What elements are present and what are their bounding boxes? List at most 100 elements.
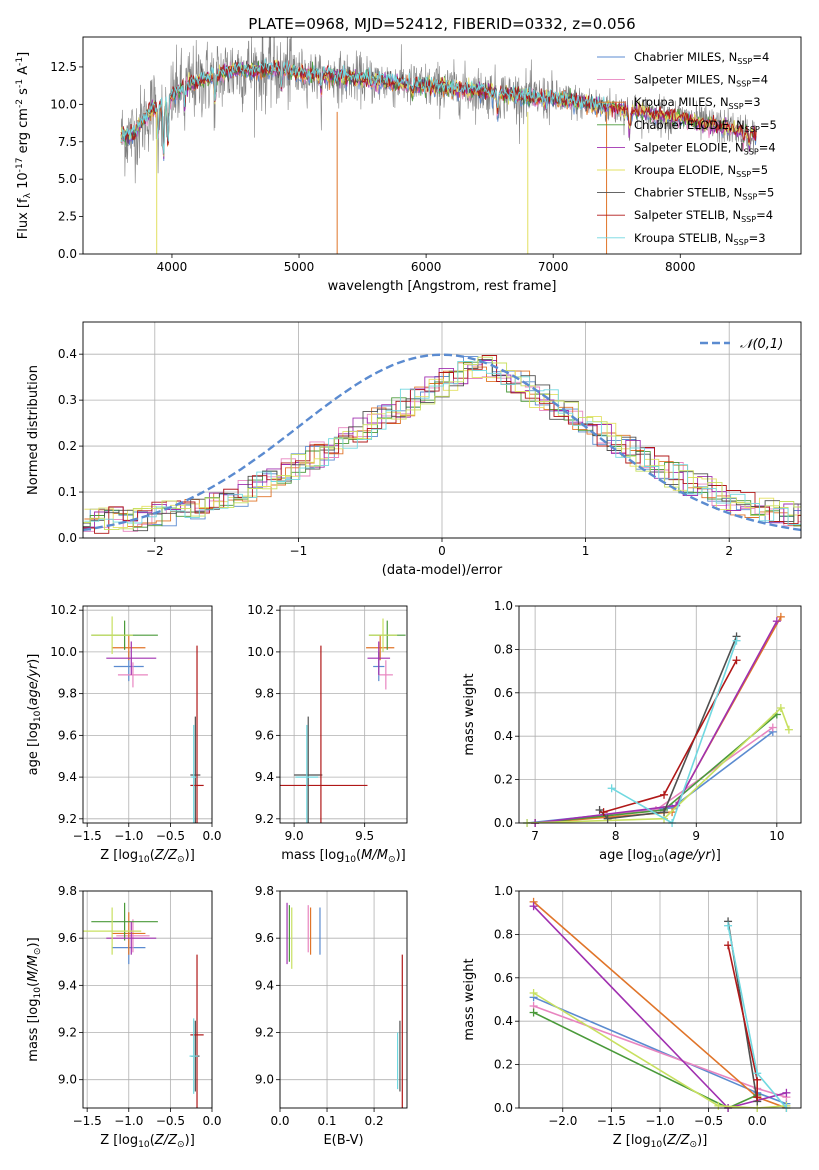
x-axis-label: mass [log10​(M/M⊙​)] bbox=[281, 848, 405, 865]
data-point-6 bbox=[83, 907, 142, 955]
x-axis-label: (data-model)/error bbox=[382, 563, 503, 578]
x-tick-label: 0.0 bbox=[270, 1114, 289, 1128]
x-tick-label: 0.0 bbox=[202, 829, 221, 843]
y-axis-label: mass [log10​(M/M⊙​)] bbox=[26, 937, 43, 1061]
data-point-3 bbox=[112, 635, 146, 661]
data-point-3 bbox=[366, 635, 395, 661]
y-tick-label: 9.6 bbox=[255, 728, 274, 742]
y-tick-label: 9.4 bbox=[255, 978, 274, 992]
x-axis-label: Z [log10​(Z/Z⊙​)] bbox=[100, 1133, 195, 1150]
y-tick-label: 9.8 bbox=[255, 884, 274, 898]
weight-marker bbox=[714, 1101, 723, 1110]
weight-marker bbox=[776, 612, 785, 621]
data-point-2 bbox=[117, 662, 148, 688]
y-tick-label: 1.0 bbox=[494, 884, 513, 898]
x-tick-label: 9.5 bbox=[355, 829, 374, 843]
data-point-7 bbox=[294, 716, 323, 823]
weight-marker bbox=[668, 808, 677, 817]
residuals-frame bbox=[82, 321, 802, 539]
legend-label-2: Salpeter MILES, NSSP​=4 bbox=[634, 73, 768, 89]
y-tick-label: 9.0 bbox=[255, 1073, 274, 1087]
legend-label-1: Chabrier MILES, NSSP​=4 bbox=[634, 50, 769, 66]
x-axis-label: age [log10​(age/yr)] bbox=[599, 848, 721, 865]
y-axis-label: mass weight bbox=[462, 673, 477, 755]
x-tick-label: −2 bbox=[146, 544, 164, 558]
x-tick-label: −0.5 bbox=[156, 829, 185, 843]
age_vs_mass-frame bbox=[279, 605, 408, 824]
y-tick-label: 9.6 bbox=[58, 728, 77, 742]
legend-label-6: Kroupa ELODIE, NSSP​=5 bbox=[634, 163, 768, 179]
y-tick-label: 0.0 bbox=[58, 531, 77, 545]
legend-label-3: Kroupa MILES, NSSP​=3 bbox=[634, 95, 761, 111]
weight-line-7 bbox=[599, 636, 738, 820]
y-tick-label: 0.4 bbox=[494, 729, 513, 743]
data-point-5 bbox=[106, 921, 157, 955]
weight-line-4 bbox=[533, 1011, 758, 1108]
y-tick-label: 9.2 bbox=[255, 1026, 274, 1040]
histogram-10 bbox=[83, 356, 801, 531]
y-tick-label: 9.6 bbox=[58, 931, 77, 945]
histogram-8 bbox=[83, 355, 801, 534]
y-tick-label: 12.5 bbox=[50, 60, 77, 74]
data-point-8 bbox=[280, 645, 368, 823]
x-tick-label: 8 bbox=[612, 829, 620, 843]
y-tick-label: 9.8 bbox=[58, 884, 77, 898]
mass_vs_ebv-frame bbox=[279, 890, 408, 1109]
legend-label-8: Salpeter STELIB, NSSP​=4 bbox=[634, 208, 773, 224]
x-tick-label: 7000 bbox=[538, 260, 569, 274]
legend-label-7: Chabrier STELIB, NSSP​=5 bbox=[634, 186, 774, 202]
weight-line-6 bbox=[533, 992, 787, 1108]
y-tick-label: 7.5 bbox=[58, 135, 77, 149]
x-tick-label: −2.0 bbox=[548, 1114, 577, 1128]
weight-marker bbox=[607, 784, 616, 793]
y-tick-label: 0.8 bbox=[494, 642, 513, 656]
y-tick-label: 0.6 bbox=[494, 971, 513, 985]
x-tick-label: −1.5 bbox=[597, 1114, 626, 1128]
y-tick-label: 0.3 bbox=[58, 393, 77, 407]
legend-label-4: Chabrier ELODIE, NSSP​=5 bbox=[634, 118, 777, 134]
weight-marker bbox=[776, 703, 785, 712]
x-tick-label: 0 bbox=[438, 544, 446, 558]
mass_vs_Z-axes: −1.5 −1.0 −0.5 0.0 9.0 9.2 9.4 9.6 9.8 Z [log10​(… bbox=[26, 884, 222, 1150]
weight_vs_Z-axes: −2.0 −1.5 −1.0 −0.5 0.0 0.0 0.2 0.4 0.6 0.8 1.0 Z [… bbox=[462, 884, 801, 1150]
weight-marker bbox=[660, 790, 669, 799]
x-axis-label: E(B-V) bbox=[323, 1133, 363, 1148]
weight-marker bbox=[753, 1069, 762, 1078]
data-point-9 bbox=[295, 724, 319, 823]
y-tick-label: 0.0 bbox=[58, 247, 77, 261]
weight-marker bbox=[768, 723, 777, 732]
y-tick-label: 10.2 bbox=[247, 603, 274, 617]
x-tick-label: 1 bbox=[582, 544, 590, 558]
x-axis-label: wavelength [Angstrom, rest frame] bbox=[328, 279, 557, 294]
y-tick-label: 0.0 bbox=[494, 1101, 513, 1115]
age_vs_Z-axes: −1.5 −1.0 −0.5 0.0 9.2 9.4 9.6 9.8 10.0 10.2 Z [lo… bbox=[26, 603, 222, 865]
x-tick-label: −1 bbox=[290, 544, 308, 558]
weight-line-6 bbox=[527, 706, 790, 823]
weight-marker bbox=[660, 808, 669, 817]
data-point-6 bbox=[91, 616, 133, 654]
y-tick-label: 9.2 bbox=[58, 1026, 77, 1040]
age_vs_Z-frame bbox=[82, 605, 213, 824]
y-tick-label: 9.2 bbox=[255, 812, 274, 826]
y-tick-label: 9.0 bbox=[58, 1073, 77, 1087]
spectrum-frame bbox=[82, 36, 802, 255]
weight_vs_age-frame bbox=[518, 605, 802, 824]
x-tick-label: −1.0 bbox=[114, 1114, 143, 1128]
mass_vs_Z-frame bbox=[82, 890, 213, 1109]
x-tick-label: 7 bbox=[531, 829, 539, 843]
age_vs_mass-axes: 9.0 9.5 9.2 9.4 9.6 9.8 10.0 10.2 mass [log10​(M… bbox=[247, 603, 407, 865]
legend-label-9: Kroupa STELIB, NSSP​=3 bbox=[634, 231, 766, 247]
y-tick-label: 0.2 bbox=[58, 439, 77, 453]
y-tick-label: 0.1 bbox=[58, 485, 77, 499]
x-tick-label: 8000 bbox=[665, 260, 696, 274]
weight-marker bbox=[753, 1093, 762, 1102]
weight-marker bbox=[529, 988, 538, 997]
data-point-9 bbox=[189, 1018, 198, 1094]
weight_vs_age-axes: 7 8 9 10 0.0 0.2 0.4 0.6 0.8 1.0 age [log10​(age/y… bbox=[462, 599, 801, 865]
x-tick-label: 0.0 bbox=[748, 1114, 767, 1128]
x-tick-label: 0.2 bbox=[365, 1114, 384, 1128]
weight-marker bbox=[782, 1088, 791, 1097]
residuals-axes: −2 −1 0 1 2 0.0 0.1 0.2 0.3 0.4 (data-model)/error… bbox=[26, 322, 801, 578]
y-tick-label: 9.4 bbox=[58, 770, 77, 784]
